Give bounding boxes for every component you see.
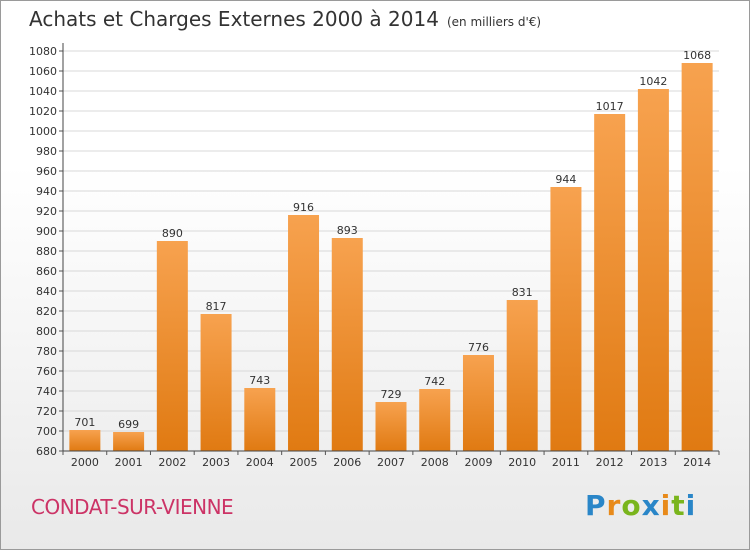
x-tick-label: 2002 [158,456,186,469]
y-tick-label: 960 [36,165,57,178]
bar [200,314,232,451]
bar [637,89,669,451]
bar-value-label: 831 [512,286,533,299]
axes: 680 700 720 740 760 780 800 820 840 860 880 900 920 9… [29,43,720,469]
bar-value-label: 699 [118,418,139,431]
y-tick-label: 860 [36,265,57,278]
x-tick-label: 2010 [508,456,536,469]
bar-value-label: 916 [293,201,314,214]
y-tick-label: 1040 [29,85,57,98]
y-tick-label: 1080 [29,45,57,58]
x-tick-label: 2014 [683,456,711,469]
y-tick-label: 940 [36,185,57,198]
bar [681,63,713,451]
x-tick-label: 2006 [333,456,361,469]
bar [331,238,363,451]
chart-title-text: Achats et Charges Externes 2000 à 2014 [29,7,439,31]
bar [506,300,538,451]
proxiti-logo: Proxiti [585,489,696,522]
bar [244,388,276,451]
bar [288,215,320,451]
bar [419,389,451,451]
bar [113,432,145,451]
bar-value-label: 817 [206,300,227,313]
y-tick-label: 1060 [29,65,57,78]
bar-value-label: 893 [337,224,358,237]
y-tick-label: 720 [36,405,57,418]
bar-value-label: 742 [424,375,445,388]
bar [69,430,101,451]
bar-value-label: 1017 [596,100,624,113]
y-tick-label: 700 [36,425,57,438]
x-tick-label: 2009 [464,456,492,469]
x-tick-label: 2008 [421,456,449,469]
bar-value-label: 743 [249,374,270,387]
bar [156,241,188,451]
x-tick-label: 2012 [596,456,624,469]
bar-value-label: 944 [555,173,576,186]
y-tick-label: 980 [36,145,57,158]
logo-letter: t [671,489,686,522]
bar [375,402,407,451]
logo-letter: r [606,489,622,522]
y-tick-label: 760 [36,365,57,378]
bar [550,187,582,451]
x-tick-label: 2013 [639,456,667,469]
x-tick-label: 2003 [202,456,230,469]
logo-letter: P [585,489,607,522]
x-tick-label: 2011 [552,456,580,469]
logo-letter: i [685,489,697,522]
logo-letter: x [641,489,661,522]
y-tick-label: 920 [36,205,57,218]
x-tick-label: 2001 [115,456,143,469]
logo-letter: o [621,489,642,522]
y-tick-label: 1020 [29,105,57,118]
y-tick-label: 820 [36,305,57,318]
chart-unit-note: (en milliers d'€) [446,15,542,29]
x-tick-label: 2005 [290,456,318,469]
x-tick-label: 2000 [71,456,99,469]
y-tick-label: 840 [36,285,57,298]
y-tick-label: 740 [36,385,57,398]
y-tick-label: 880 [36,245,57,258]
y-tick-label: 900 [36,225,57,238]
bar-value-label: 1068 [683,49,711,62]
bar-value-label: 729 [381,388,402,401]
y-tick-label: 780 [36,345,57,358]
bars: 701 699 890 817 743 916 893 729 742 776 831 944 1017… [69,49,713,451]
y-tick-label: 680 [36,445,57,458]
y-tick-label: 800 [36,325,57,338]
bar-value-label: 776 [468,341,489,354]
x-tick-label: 2004 [246,456,274,469]
bar-value-label: 1042 [639,75,667,88]
bar-value-label: 890 [162,227,183,240]
town-name: CONDAT-SUR-VIENNE [31,495,234,519]
bar [594,114,626,451]
y-tick-label: 1000 [29,125,57,138]
x-tick-label: 2007 [377,456,405,469]
chart-title: Achats et Charges Externes 2000 à 2014 (e… [29,7,541,31]
bar-value-label: 701 [74,416,95,429]
logo-letter: i [660,489,672,522]
bar [462,355,494,451]
